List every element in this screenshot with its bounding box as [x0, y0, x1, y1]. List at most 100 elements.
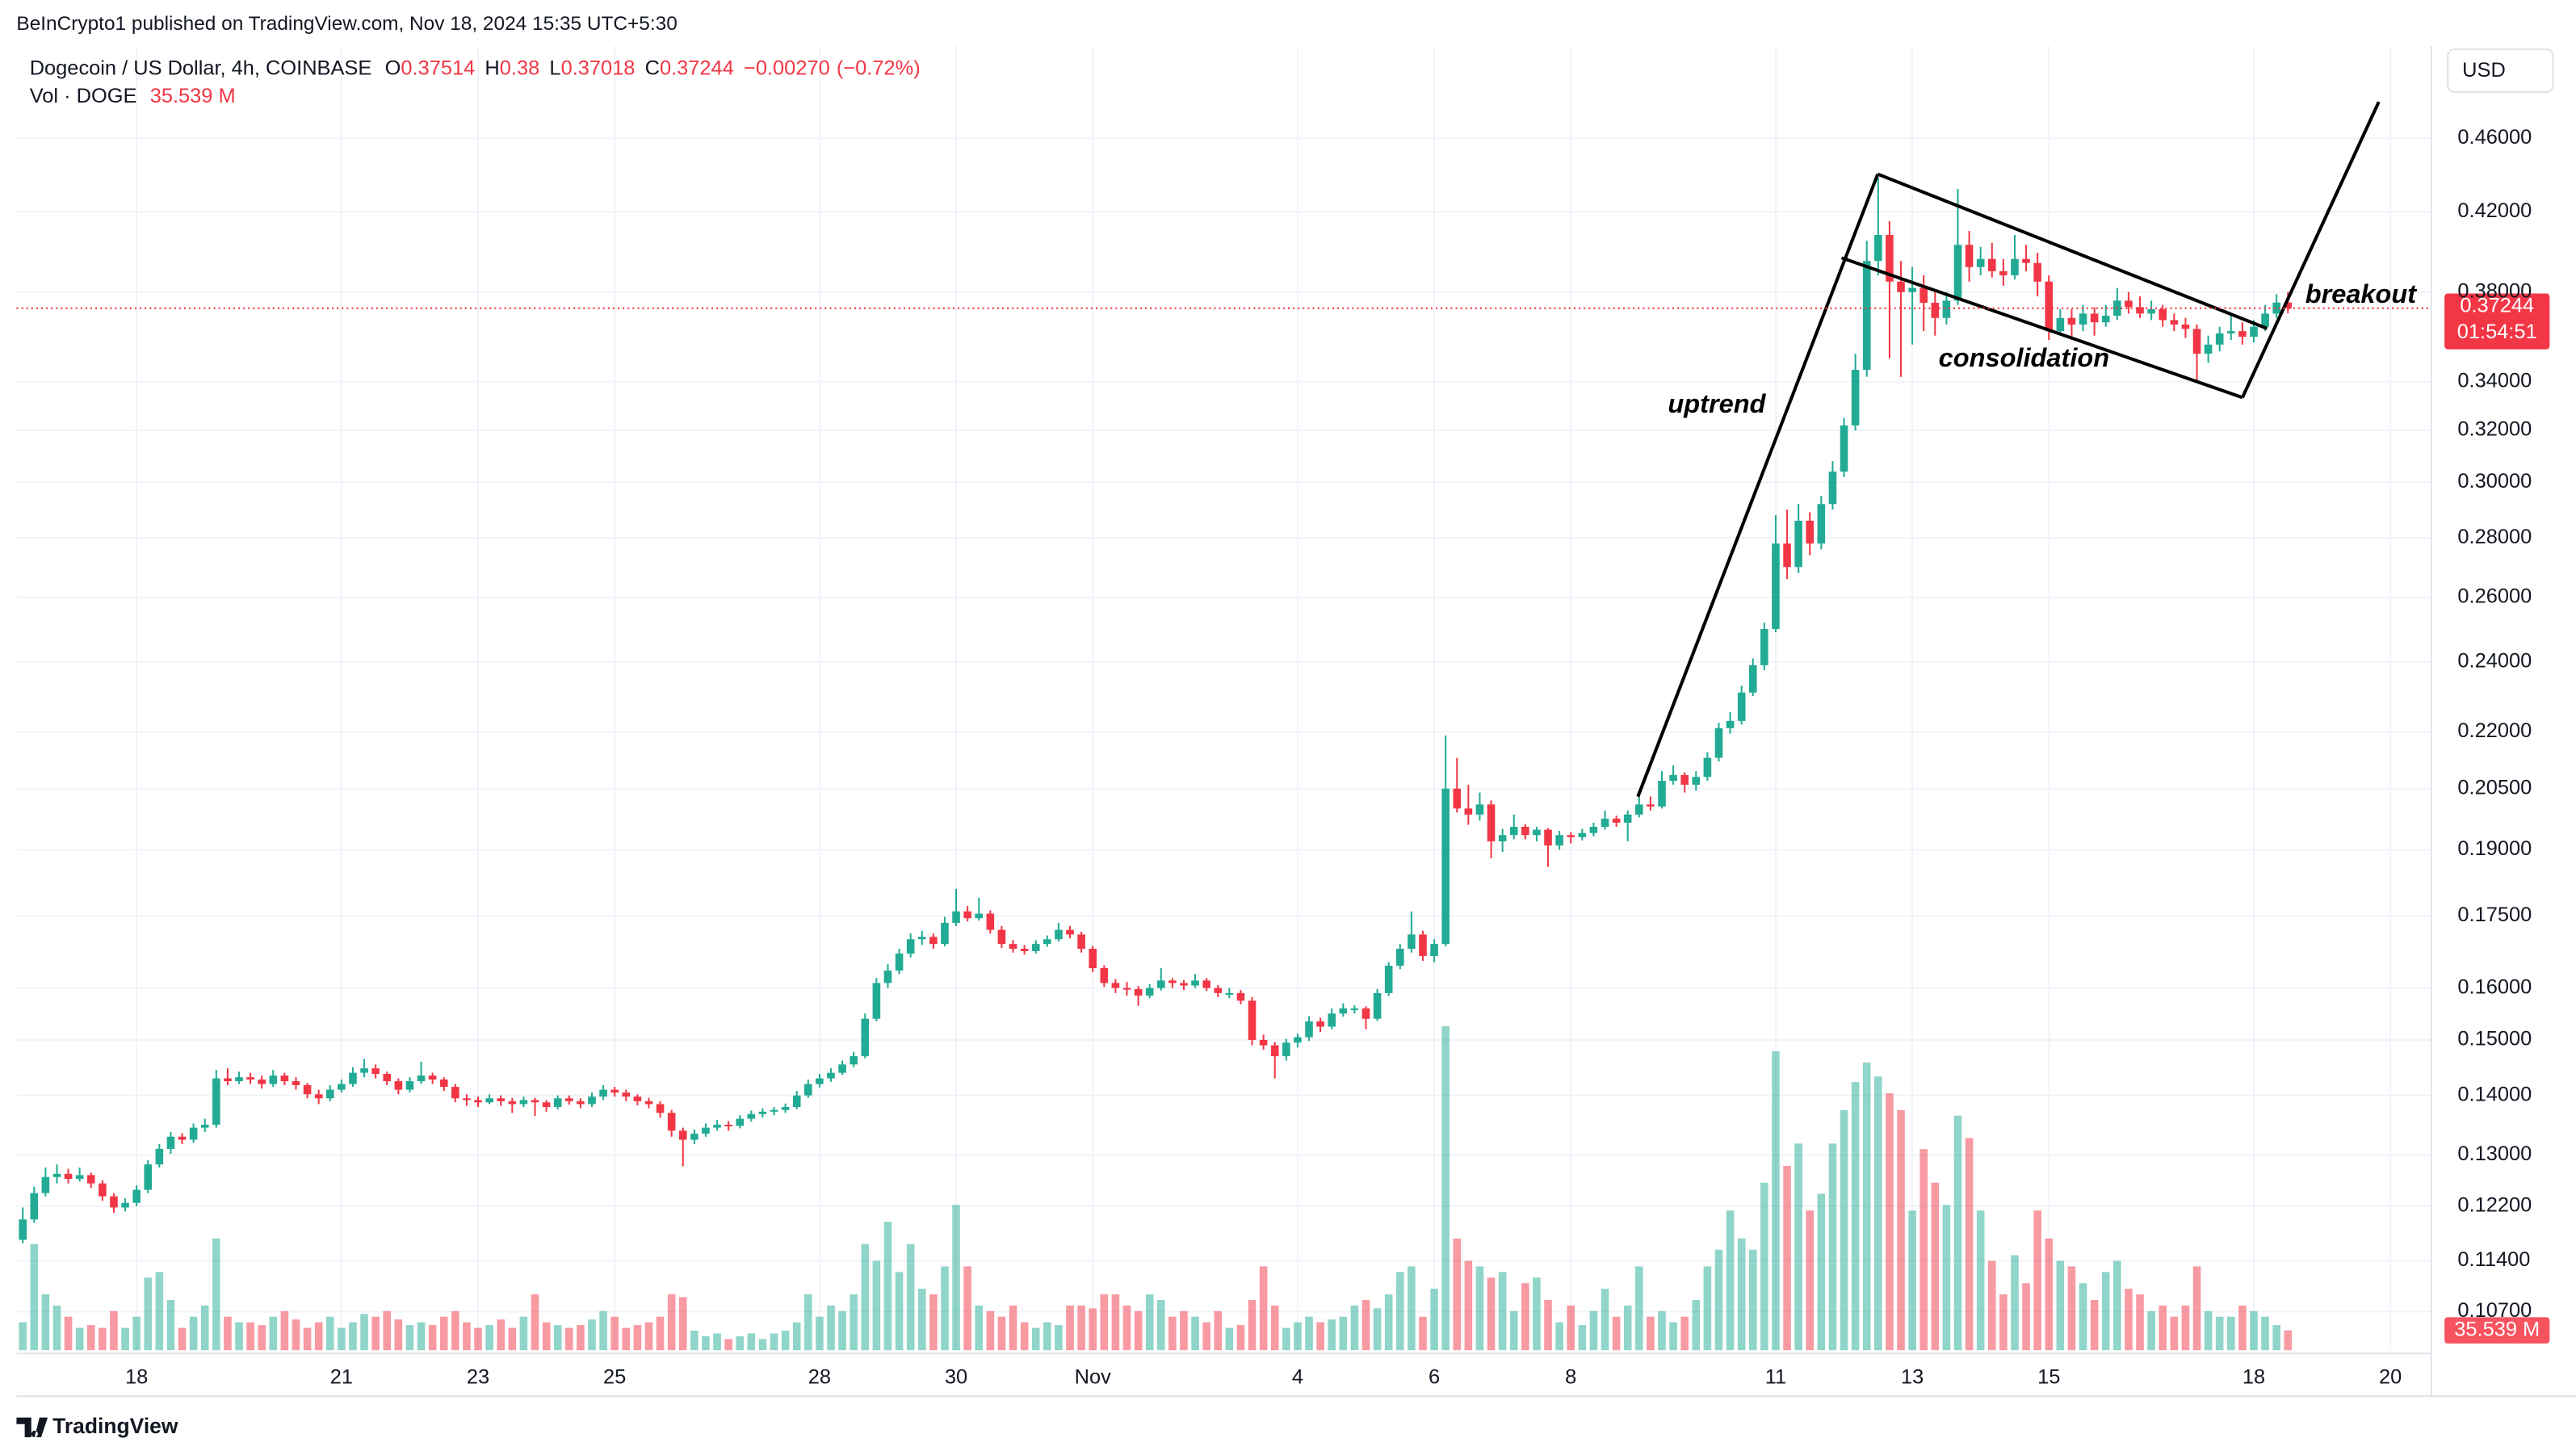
candle-body: [1191, 980, 1199, 986]
x-tick-label: 11: [1765, 1366, 1786, 1389]
y-tick-label: 0.26000: [2457, 585, 2532, 608]
volume-bar: [178, 1327, 187, 1351]
volume-bar: [110, 1310, 118, 1351]
volume-bar: [941, 1266, 949, 1351]
volume-bar: [303, 1327, 312, 1351]
candle-body: [1851, 370, 1860, 426]
volume-bar: [644, 1322, 653, 1351]
volume-bar: [474, 1327, 482, 1351]
volume-bar: [1009, 1305, 1017, 1351]
volume-bar: [2159, 1305, 2167, 1351]
candle-body: [599, 1089, 607, 1097]
candle-body: [64, 1173, 73, 1180]
candle-body: [804, 1084, 812, 1096]
candle-body: [1772, 543, 1780, 629]
candle-body: [41, 1176, 50, 1193]
volume-bar: [1031, 1327, 1040, 1351]
volume-bar: [872, 1260, 881, 1351]
volume-bar: [1748, 1249, 1757, 1351]
trend-line: [1636, 173, 1880, 798]
volume-bar: [963, 1266, 971, 1351]
volume-bar: [1874, 1076, 1882, 1351]
x-tick-label: Nov: [1075, 1366, 1111, 1389]
volume-bar: [667, 1294, 676, 1351]
volume-bar: [417, 1322, 426, 1351]
volume-legend: Vol · DOGE 35.539 M: [30, 85, 236, 107]
candle-body: [30, 1193, 39, 1220]
candle-body: [1225, 992, 1234, 995]
volume-bar: [189, 1316, 198, 1351]
volume-bar: [64, 1316, 73, 1351]
volume-bar: [1350, 1305, 1359, 1351]
candle-body: [474, 1100, 482, 1103]
candle-body: [792, 1095, 801, 1108]
candle-body: [2147, 308, 2155, 314]
candle-body: [2250, 326, 2258, 338]
candle-body: [1464, 808, 1473, 815]
volume-bar: [678, 1297, 687, 1351]
candle-body: [1270, 1045, 1279, 1057]
candle-body: [508, 1101, 517, 1105]
candle-body: [1965, 245, 1974, 267]
currency-button[interactable]: [2447, 48, 2554, 93]
volume-bar: [2284, 1330, 2293, 1351]
candle-body: [1567, 835, 1575, 837]
x-tick-label: 15: [2037, 1366, 2060, 1389]
volume-bar: [1840, 1109, 1848, 1351]
candle-body: [394, 1081, 403, 1090]
candle-body: [724, 1124, 732, 1126]
volume-bar: [508, 1327, 517, 1351]
candle-body: [1635, 804, 1643, 815]
volume-bar: [258, 1325, 266, 1351]
volume-bar: [1145, 1294, 1154, 1351]
volume-bar: [439, 1316, 448, 1351]
price-tag-value: 0.37244: [2460, 294, 2534, 317]
candle-body: [1055, 929, 1063, 940]
volume-bar: [1760, 1182, 1768, 1351]
candle-body: [1248, 1000, 1257, 1040]
candle-body: [1680, 774, 1689, 785]
candle-body: [565, 1098, 573, 1101]
volume-bar: [1361, 1299, 1370, 1351]
candle-body: [178, 1136, 187, 1140]
candle-body: [2090, 313, 2099, 323]
candle-body: [1840, 425, 1848, 472]
volume-bar: [906, 1243, 915, 1351]
candles: [19, 178, 2293, 1243]
volume-bar: [1647, 1316, 1655, 1351]
volume-bar: [1601, 1289, 1609, 1351]
volume-pane: [19, 1025, 2293, 1351]
volume-bar: [86, 1325, 95, 1351]
volume-bar: [1544, 1299, 1552, 1351]
candle-body: [2238, 331, 2247, 338]
volume-bar: [1919, 1149, 1928, 1351]
y-tick-label: 0.10700: [2457, 1299, 2532, 1322]
volume-bar: [1965, 1138, 1974, 1351]
volume-bar: [2022, 1283, 2030, 1351]
volume-bar: [917, 1289, 926, 1351]
candle-body: [952, 911, 960, 923]
candle-body: [1328, 1013, 1336, 1027]
volume-bar: [2033, 1210, 2041, 1351]
candle-body: [1521, 826, 1529, 836]
candle-body: [1156, 980, 1165, 988]
volume-bar: [1089, 1308, 1097, 1351]
volume-bar: [577, 1325, 585, 1351]
volume-bar: [2011, 1255, 2019, 1351]
volume-bar: [1851, 1082, 1860, 1351]
candle-body: [1817, 504, 1826, 544]
currency[interactable]: USD: [2462, 59, 2506, 82]
volume-bar: [804, 1294, 812, 1351]
candle-body: [155, 1148, 164, 1165]
candle-body: [1134, 988, 1143, 996]
volume-bar: [2079, 1283, 2087, 1351]
candle-body: [2272, 302, 2280, 314]
x-tick-label: 6: [1429, 1366, 1440, 1389]
candle-body: [121, 1202, 129, 1208]
volume-bar: [895, 1272, 904, 1351]
volume-bar: [792, 1322, 801, 1351]
volume-bar: [1987, 1260, 1996, 1351]
grid: [16, 45, 2431, 1351]
candle-body: [2284, 302, 2293, 308]
volume-bar: [2101, 1272, 2110, 1351]
